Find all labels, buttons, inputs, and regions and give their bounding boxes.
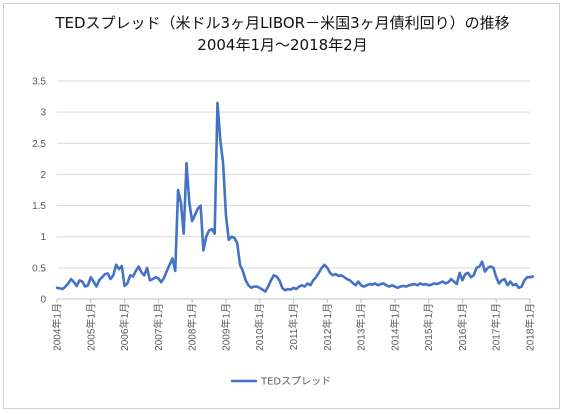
y-tick-label: 1: [40, 232, 46, 243]
x-tick-label: 2008年1月: [186, 303, 199, 351]
y-tick-label: 1.5: [32, 201, 46, 212]
x-tick-label: 2012年1月: [321, 303, 334, 351]
x-tick-label: 2004年1月: [51, 303, 64, 351]
x-tick-label: 2017年1月: [490, 303, 503, 351]
x-tick-label: 2013年1月: [355, 303, 368, 351]
x-tick-label: 2016年1月: [456, 303, 469, 351]
y-tick-label: 2.5: [32, 139, 46, 150]
y-tick-label: 3: [40, 108, 46, 119]
x-tick-label: 2005年1月: [84, 303, 97, 351]
y-tick-label: 0.5: [32, 263, 46, 274]
legend-label: TEDスプレッド: [260, 376, 331, 388]
x-tick-label: 2007年1月: [152, 303, 165, 351]
x-tick-label: 2018年1月: [524, 303, 537, 351]
y-tick-label: 2: [40, 170, 46, 181]
x-tick-label: 2015年1月: [422, 303, 435, 351]
y-tick-label: 0: [40, 295, 46, 306]
x-tick-label: 2006年1月: [118, 303, 131, 351]
x-tick-label: 2010年1月: [253, 303, 266, 351]
series-line: [55, 101, 535, 293]
x-tick-label: 2011年1月: [287, 303, 300, 350]
x-tick-label: 2014年1月: [388, 303, 401, 351]
y-tick-label: 3.5: [32, 77, 46, 88]
chart-subtitle: 2004年1月～2018年2月: [197, 36, 368, 54]
x-tick-label: 2009年1月: [219, 303, 232, 351]
chart-title: TEDスプレッド（米ドル3ヶ月LIBOR－米国3ヶ月債利回り）の推移: [55, 14, 510, 32]
